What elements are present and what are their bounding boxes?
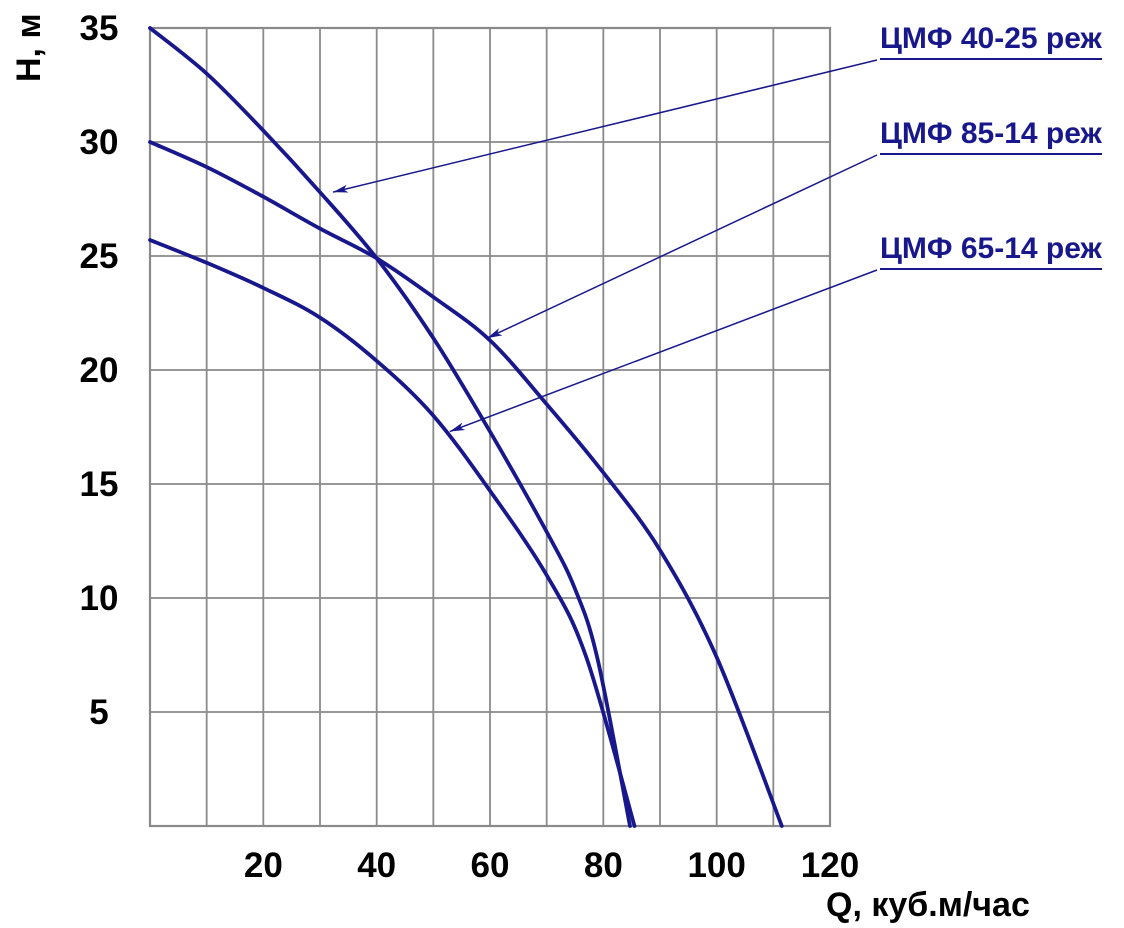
x-tick-label: 20 <box>243 846 283 885</box>
y-tick-label: 35 <box>79 9 119 48</box>
y-tick-label: 10 <box>79 579 119 618</box>
x-tick-label: 60 <box>470 846 510 885</box>
curve-цмф-65-14-реж <box>148 238 637 828</box>
x-tick-label: 40 <box>357 846 397 885</box>
y-axis-title: Н, м <box>10 13 48 82</box>
x-axis-title: Q, куб.м/час <box>826 886 1030 924</box>
x-tick-label: 100 <box>687 846 746 885</box>
grid-lines <box>149 27 831 827</box>
y-tick-label: 25 <box>79 237 119 276</box>
leader-arrow-2 <box>449 269 878 433</box>
y-tick-label: 30 <box>79 123 119 162</box>
x-tick-label: 120 <box>800 846 860 885</box>
x-tick-label: 80 <box>583 846 623 885</box>
plot-border <box>148 26 832 828</box>
series-label-cmf-65-14: ЦМФ 65-14 реж <box>880 234 1102 270</box>
leader-arrow-1 <box>486 154 878 339</box>
series-label-cmf-85-14: ЦМФ 85-14 реж <box>880 119 1102 155</box>
y-tick-label: 15 <box>79 465 119 504</box>
curve-цмф-85-14-реж <box>148 140 784 828</box>
curve-цмф-40-25-реж <box>148 26 632 828</box>
y-tick-label: 5 <box>89 693 109 732</box>
leader-arrow-0 <box>332 59 878 193</box>
series-label-cmf-40-25: ЦМФ 40-25 реж <box>880 24 1102 60</box>
y-tick-label: 20 <box>79 351 119 390</box>
